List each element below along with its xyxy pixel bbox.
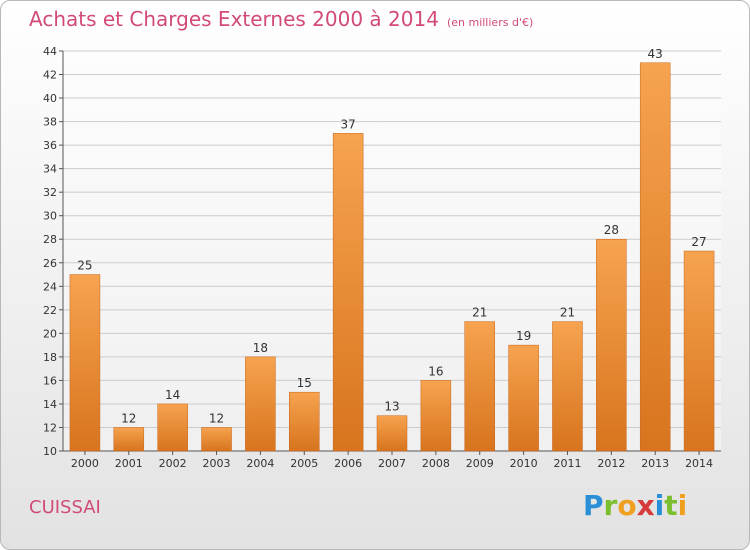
logo-letter: i — [677, 489, 688, 522]
data-label: 21 — [472, 306, 487, 320]
bar — [552, 321, 583, 452]
bar — [596, 238, 627, 452]
chart-title-text: Achats et Charges Externes 2000 à 2014 — [29, 7, 439, 31]
y-tick-label: 38 — [43, 116, 57, 129]
bar — [157, 403, 188, 452]
y-tick-label: 18 — [43, 351, 57, 364]
y-tick-label: 16 — [43, 374, 57, 387]
x-tick-label: 2002 — [159, 457, 187, 470]
data-label: 25 — [77, 259, 92, 273]
y-tick-label: 42 — [43, 69, 57, 82]
proxiti-logo: Proxiti — [583, 489, 687, 522]
data-label: 12 — [209, 411, 224, 425]
bar — [508, 344, 539, 452]
data-label: 12 — [121, 411, 136, 425]
x-tick-label: 2010 — [510, 457, 538, 470]
x-tick-label: 2003 — [203, 457, 231, 470]
data-label: 19 — [516, 329, 531, 343]
y-tick-label: 10 — [43, 445, 57, 458]
x-tick-label: 2008 — [422, 457, 450, 470]
y-tick-label: 26 — [43, 257, 57, 270]
bar — [464, 321, 495, 452]
x-tick-label: 2007 — [378, 457, 406, 470]
data-label: 15 — [297, 376, 312, 390]
chart-subtitle: (en milliers d'€) — [446, 16, 534, 29]
y-tick-label: 20 — [43, 327, 57, 340]
y-tick-label: 28 — [43, 233, 57, 246]
logo-letter: i — [654, 489, 665, 522]
data-label: 18 — [253, 341, 268, 355]
x-tick-label: 2004 — [246, 457, 274, 470]
logo-letter: o — [617, 489, 637, 522]
x-tick-label: 2001 — [115, 457, 143, 470]
x-tick-label: 2013 — [641, 457, 669, 470]
y-tick-label: 22 — [43, 304, 57, 317]
data-label: 13 — [384, 400, 399, 414]
data-label: 16 — [428, 364, 443, 378]
logo-letter: x — [636, 489, 655, 522]
y-tick-label: 12 — [43, 421, 57, 434]
bar — [289, 391, 320, 452]
bar — [420, 380, 452, 452]
y-tick-label: 14 — [43, 398, 57, 411]
y-tick-label: 30 — [43, 210, 57, 223]
x-tick-label: 2000 — [71, 457, 99, 470]
x-tick-label: 2011 — [553, 457, 581, 470]
x-tick-label: 2006 — [334, 457, 362, 470]
y-tick-label: 34 — [43, 163, 57, 176]
bar — [245, 356, 276, 452]
logo-letter: r — [603, 489, 618, 522]
bar — [683, 250, 715, 452]
logo-letter: t — [664, 489, 678, 522]
commune-name: CUISSAI — [29, 497, 101, 518]
chart-title: Achats et Charges Externes 2000 à 2014 (e… — [29, 7, 533, 31]
y-tick-label: 44 — [43, 45, 57, 58]
bar — [201, 427, 232, 452]
bar — [639, 62, 671, 452]
x-tick-label: 2014 — [685, 457, 713, 470]
data-label: 21 — [560, 306, 575, 320]
x-tick-label: 2005 — [290, 457, 318, 470]
y-tick-label: 32 — [43, 186, 57, 199]
y-tick-label: 36 — [43, 139, 57, 152]
data-label: 43 — [648, 47, 663, 61]
data-label: 14 — [165, 388, 180, 402]
data-label: 27 — [691, 235, 706, 249]
x-tick-label: 2012 — [597, 457, 625, 470]
bar — [69, 274, 101, 452]
bar — [113, 427, 145, 452]
x-tick-label: 2009 — [466, 457, 494, 470]
y-tick-label: 40 — [43, 92, 57, 105]
data-label: 37 — [340, 117, 355, 131]
bar — [376, 415, 408, 452]
data-label: 28 — [604, 223, 619, 237]
bar — [332, 133, 364, 452]
logo-letter: P — [583, 489, 604, 522]
y-tick-label: 24 — [43, 280, 57, 293]
